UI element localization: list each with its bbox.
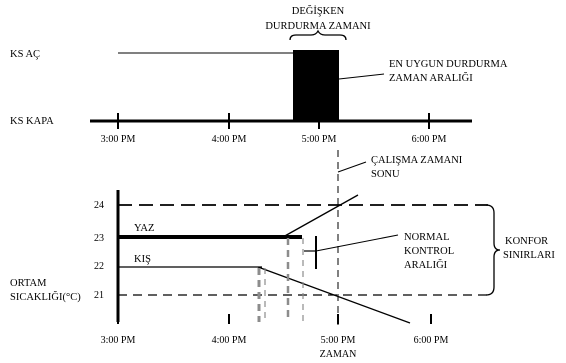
y-tick-label-22: 22 xyxy=(94,261,104,272)
top-tick-label-4pm: 4:00 PM xyxy=(212,134,247,145)
winter-label: KIŞ xyxy=(134,254,151,265)
winter-drift-line xyxy=(257,266,411,324)
bottom-tick-label-4pm: 4:00 PM xyxy=(212,335,247,346)
comfort-limits-label-2: SINIRLARI xyxy=(503,250,555,261)
end-of-work-label-1: ÇALIŞMA ZAMANI xyxy=(371,155,463,166)
optimum-stop-leader xyxy=(338,73,385,80)
time-axis-label: ZAMAN xyxy=(320,349,357,360)
y-tick-label-21: 21 xyxy=(94,290,104,301)
summer-drift-line xyxy=(282,194,359,238)
bottom-tick-label-6pm: 6:00 PM xyxy=(414,335,449,346)
top-tick-label-3pm: 3:00 PM xyxy=(101,134,136,145)
end-of-work-leader xyxy=(337,161,367,173)
ambient-temperature-label-2: SICAKLIĞI(°C) xyxy=(10,291,81,303)
comfort-limits-brace xyxy=(485,204,501,296)
bottom-tick-label-3pm: 3:00 PM xyxy=(101,335,136,346)
variable-stop-time-label-2: DURDURMA ZAMANI xyxy=(265,21,371,32)
ambient-temperature-label-1: ORTAM xyxy=(10,278,47,289)
normal-control-label-3: ARALIĞI xyxy=(404,259,448,271)
normal-control-leader xyxy=(315,234,399,252)
y-tick-label-24: 24 xyxy=(94,200,104,211)
optimum-stop-window xyxy=(293,50,339,121)
variable-stop-time-brace xyxy=(289,29,347,41)
optimum-stop-label-2: ZAMAN ARALIĞI xyxy=(389,72,473,84)
variable-stop-time-label-1: DEĞİŞKEN xyxy=(292,5,345,17)
normal-control-label-1: NORMAL xyxy=(404,232,450,243)
top-tick-label-6pm: 6:00 PM xyxy=(412,134,447,145)
y-tick-label-23: 23 xyxy=(94,233,104,244)
bottom-tick-label-5pm: 5:00 PM xyxy=(321,335,356,346)
normal-control-label-2: KONTROL xyxy=(404,246,454,257)
summer-label: YAZ xyxy=(134,223,154,234)
comfort-limits-label-1: KONFOR xyxy=(505,236,548,247)
state-on-label: KS AÇ xyxy=(10,49,40,60)
end-of-work-label-2: SONU xyxy=(371,169,400,180)
top-tick-label-5pm: 5:00 PM xyxy=(302,134,337,145)
optimum-stop-label-1: EN UYGUN DURDURMA xyxy=(389,59,508,70)
state-off-label: KS KAPA xyxy=(10,116,54,127)
